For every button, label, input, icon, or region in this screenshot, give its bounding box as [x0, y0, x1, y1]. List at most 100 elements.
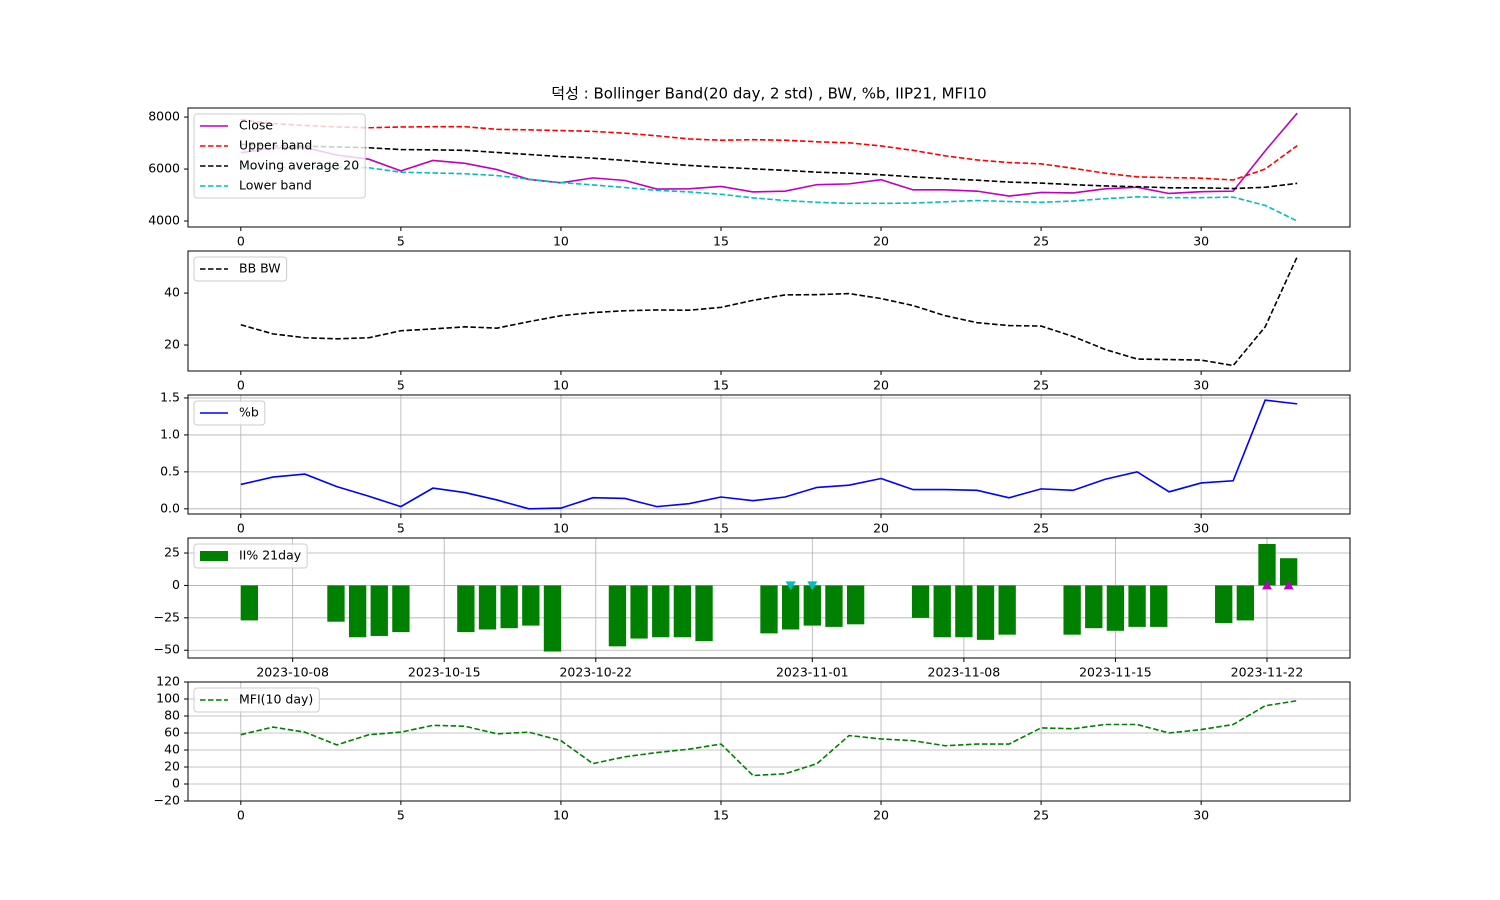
x-tick-label: 10 — [553, 521, 569, 536]
line-series — [240, 399, 1298, 510]
y-tick-label: 8000 — [148, 109, 180, 124]
x-tick-label: 20 — [873, 808, 889, 823]
signal-marker — [1283, 580, 1294, 590]
y-tick-label: 0 — [172, 776, 180, 791]
x-tick-label: 25 — [1033, 234, 1049, 249]
x-tick-label: 30 — [1193, 521, 1209, 536]
x-tick-label: 15 — [713, 378, 729, 393]
plot-area — [240, 699, 1298, 777]
x-tick-label: 20 — [873, 378, 889, 393]
bar — [673, 585, 692, 638]
bar — [955, 585, 973, 638]
x-tick-label: 30 — [1193, 808, 1209, 823]
bar — [392, 585, 410, 633]
plot-area — [240, 112, 1298, 222]
bar — [1128, 585, 1146, 627]
legend-box — [193, 543, 308, 569]
y-tick-label: 60 — [164, 725, 180, 740]
x-tick-label: 25 — [1033, 521, 1049, 536]
x-tick-label: 10 — [553, 234, 569, 249]
x-tick-label: 0 — [237, 234, 245, 249]
signal-marker — [1262, 580, 1272, 590]
line-series — [240, 256, 1298, 367]
y-tick-label: 20 — [164, 759, 180, 774]
y-tick-label: −20 — [154, 793, 180, 808]
bar — [370, 585, 388, 636]
x-tick-label: 2023-10-15 — [408, 665, 481, 680]
x-tick-label: 2023-11-08 — [928, 665, 1001, 680]
bar — [911, 585, 930, 618]
x-tick-label: 0 — [237, 378, 245, 393]
x-tick-label: 2023-10-08 — [256, 665, 329, 680]
legend-swatch — [200, 551, 228, 561]
axes-frame — [187, 537, 1351, 659]
line-series — [240, 166, 1298, 222]
panel: 0.0 0.5 1.0 1.5 0 5 10 15 20 25 30 %b — [160, 389, 1351, 536]
bar — [976, 585, 995, 640]
legend-label: II% 21day — [239, 548, 302, 563]
legend: BB BW — [193, 256, 288, 282]
legend-label: Upper band — [239, 138, 312, 153]
bar — [825, 585, 843, 627]
bar — [457, 585, 475, 633]
x-tick-label: 5 — [397, 521, 405, 536]
y-tick-label: −50 — [154, 642, 180, 657]
y-tick-label: −25 — [154, 609, 180, 624]
legend-box — [193, 400, 266, 426]
y-tick-label: 40 — [164, 285, 180, 300]
bar — [522, 585, 540, 626]
x-tick-label: 5 — [397, 808, 405, 823]
y-tick-label: 1.0 — [160, 426, 180, 441]
y-tick-label: 0.5 — [160, 463, 180, 478]
y-tick-label: 20 — [164, 337, 180, 352]
line-series — [240, 699, 1298, 777]
bar — [933, 585, 951, 638]
bar — [1150, 585, 1168, 627]
legend-label: MFI(10 day) — [239, 692, 313, 707]
legend: Close Upper band Moving average 20 Lower ba… — [193, 113, 366, 199]
line-series — [240, 143, 1298, 190]
y-tick-label: 0.0 — [160, 500, 180, 515]
bar — [1236, 585, 1255, 621]
bar — [1258, 543, 1276, 586]
x-tick-label: 25 — [1033, 808, 1049, 823]
x-tick-label: 0 — [237, 808, 245, 823]
bar — [348, 585, 367, 638]
signal-marker — [785, 581, 796, 591]
legend-label: %b — [239, 405, 259, 420]
bar — [1215, 585, 1233, 624]
x-tick-label: 0 — [237, 521, 245, 536]
x-tick-label: 5 — [397, 378, 405, 393]
axes-frame — [187, 250, 1351, 372]
axes-frame — [187, 394, 1351, 515]
x-tick-label: 10 — [553, 378, 569, 393]
legend-label: BB BW — [239, 261, 281, 276]
y-tick-label: 25 — [164, 545, 180, 560]
signal-marker — [807, 581, 818, 591]
x-tick-label: 20 — [873, 234, 889, 249]
panel: −50 −25 0 25 2023-10-08 2023-10-15 2023-10-22 2… — [154, 537, 1351, 680]
bar — [760, 585, 778, 634]
axes-frame — [187, 107, 1351, 228]
line-series — [240, 112, 1298, 197]
bar — [695, 585, 713, 642]
x-tick-label: 2023-10-22 — [559, 665, 632, 680]
x-tick-label: 10 — [553, 808, 569, 823]
x-tick-label: 30 — [1193, 234, 1209, 249]
plot-area — [240, 543, 1298, 652]
legend: %b — [193, 400, 266, 426]
bar — [781, 585, 800, 630]
y-tick-label: 1.5 — [160, 389, 180, 404]
plot-area — [240, 399, 1298, 510]
panel: 4000 6000 8000 0 5 10 15 20 25 30 Close Upper band M… — [148, 107, 1351, 249]
x-tick-label: 20 — [873, 521, 889, 536]
x-tick-label: 25 — [1033, 378, 1049, 393]
bar — [652, 585, 670, 638]
legend: II% 21day — [193, 543, 308, 569]
bar — [630, 585, 648, 639]
x-tick-label: 2023-11-15 — [1079, 665, 1152, 680]
bar — [1063, 585, 1081, 635]
y-tick-label: 6000 — [148, 161, 180, 176]
x-tick-label: 30 — [1193, 378, 1209, 393]
